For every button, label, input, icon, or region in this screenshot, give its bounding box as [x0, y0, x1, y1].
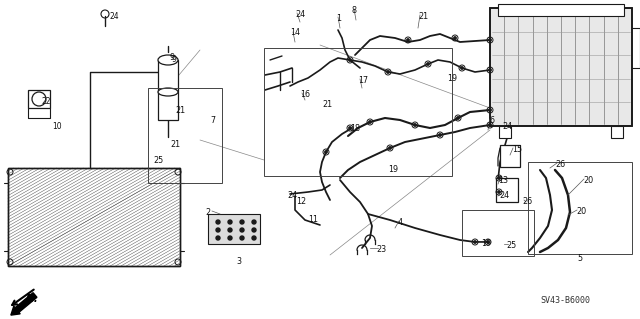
Circle shape	[216, 228, 220, 232]
Text: 4: 4	[398, 218, 403, 227]
Circle shape	[228, 236, 232, 240]
Text: 21: 21	[170, 140, 180, 149]
FancyArrow shape	[11, 293, 37, 315]
Bar	[499, 126, 511, 138]
Bar	[8, 168, 180, 266]
Circle shape	[439, 134, 441, 136]
Circle shape	[427, 63, 429, 65]
Ellipse shape	[158, 88, 178, 96]
Bar	[490, 8, 632, 126]
Text: 9: 9	[170, 53, 175, 62]
Circle shape	[349, 59, 351, 61]
Text: 21: 21	[175, 106, 185, 115]
Circle shape	[216, 220, 220, 224]
Circle shape	[252, 236, 256, 240]
Bar	[528, 162, 632, 254]
Circle shape	[414, 124, 416, 126]
Bar	[264, 48, 452, 176]
Circle shape	[252, 228, 256, 232]
Text: 24: 24	[502, 122, 512, 131]
Circle shape	[388, 147, 391, 149]
Circle shape	[474, 241, 476, 243]
Circle shape	[407, 39, 409, 41]
Circle shape	[240, 220, 244, 224]
Bar	[462, 210, 534, 256]
Text: 22: 22	[42, 97, 51, 106]
Text: 13: 13	[498, 176, 508, 185]
Bar	[498, 4, 624, 16]
Text: SV43-B6000: SV43-B6000	[540, 296, 590, 305]
Text: 24: 24	[110, 12, 120, 21]
Text: 21: 21	[418, 12, 428, 21]
Text: 14: 14	[290, 28, 300, 37]
Text: 24: 24	[499, 191, 509, 200]
Text: Fr.: Fr.	[26, 294, 38, 304]
Text: 1: 1	[336, 14, 341, 23]
Circle shape	[498, 177, 500, 179]
Bar	[500, 145, 520, 167]
Text: 20: 20	[576, 207, 586, 216]
Circle shape	[240, 228, 244, 232]
Text: 2: 2	[205, 208, 210, 217]
Text: 24: 24	[295, 10, 305, 19]
Text: 6: 6	[490, 116, 495, 125]
Text: 19: 19	[388, 165, 398, 174]
Bar	[496, 178, 518, 202]
Ellipse shape	[158, 55, 178, 65]
Text: 24: 24	[287, 191, 297, 200]
Circle shape	[489, 109, 492, 111]
Text: 12: 12	[296, 197, 306, 206]
Text: 3: 3	[236, 257, 241, 266]
Text: 25: 25	[506, 241, 516, 250]
Text: 10: 10	[52, 122, 61, 131]
Bar	[208, 214, 260, 244]
Circle shape	[387, 71, 389, 73]
Text: 11: 11	[308, 215, 318, 224]
Text: 19: 19	[447, 74, 457, 83]
Circle shape	[489, 39, 492, 41]
Text: 18: 18	[350, 124, 360, 133]
Circle shape	[489, 69, 492, 71]
Circle shape	[457, 117, 460, 119]
Text: 17: 17	[358, 76, 368, 85]
Circle shape	[369, 121, 371, 123]
Text: 20: 20	[583, 176, 593, 185]
Bar	[158, 60, 178, 120]
Bar	[490, 8, 632, 126]
Circle shape	[324, 151, 327, 153]
Circle shape	[461, 67, 463, 69]
Text: 5: 5	[577, 254, 582, 263]
Circle shape	[487, 241, 489, 243]
Text: 16: 16	[300, 90, 310, 99]
Circle shape	[228, 220, 232, 224]
Circle shape	[240, 236, 244, 240]
Circle shape	[216, 236, 220, 240]
Text: 21: 21	[322, 100, 332, 109]
Circle shape	[349, 127, 351, 129]
Text: 23: 23	[376, 245, 386, 254]
Text: 26: 26	[555, 160, 565, 169]
Text: 26: 26	[522, 197, 532, 206]
Text: 7: 7	[210, 116, 215, 125]
Bar	[148, 88, 222, 183]
Text: 25: 25	[153, 156, 163, 165]
Circle shape	[454, 37, 456, 39]
Text: 19: 19	[481, 239, 491, 248]
Bar	[611, 126, 623, 138]
Bar	[28, 90, 50, 108]
Text: 15: 15	[512, 145, 522, 154]
Text: 9: 9	[172, 55, 177, 64]
Bar	[8, 168, 180, 266]
Circle shape	[489, 124, 492, 126]
Circle shape	[252, 220, 256, 224]
Circle shape	[498, 191, 500, 193]
Text: 8: 8	[352, 6, 357, 15]
Circle shape	[228, 228, 232, 232]
